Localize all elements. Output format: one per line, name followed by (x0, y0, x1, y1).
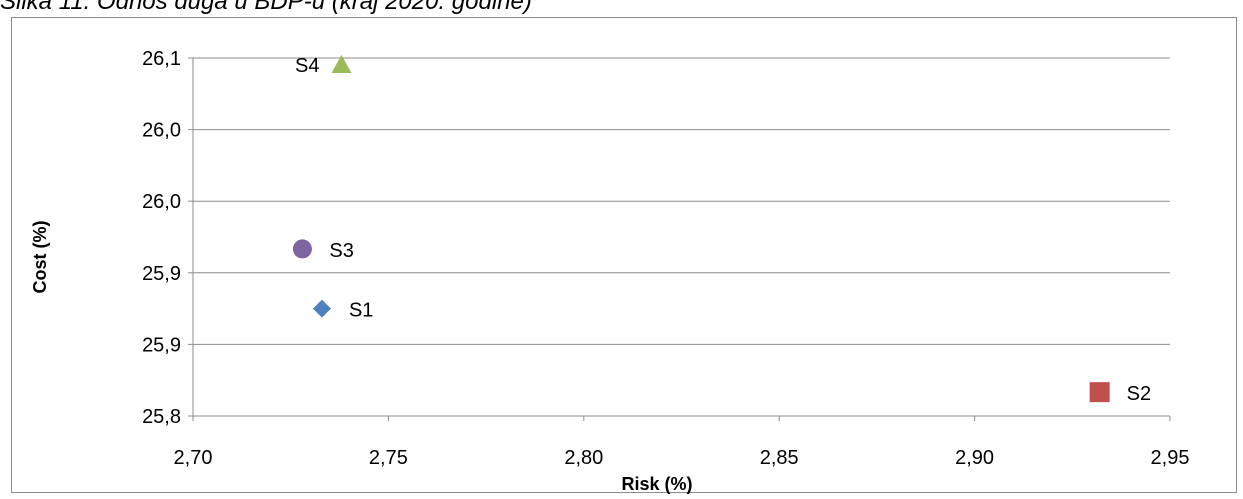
y-tick-label: 25,9 (142, 263, 181, 285)
y-tick-label: 25,8 (142, 406, 181, 428)
point-s4-marker (331, 54, 352, 73)
point-s1-label: S1 (349, 300, 373, 322)
point-s4-label: S4 (295, 55, 319, 77)
gridlines (188, 57, 1171, 421)
x-tick-label: 2,75 (369, 447, 408, 469)
x-tick-label: 2,90 (955, 447, 994, 469)
point-s2-marker (1089, 382, 1110, 403)
point-s3-label: S3 (329, 240, 353, 262)
x-tick-label: 2,70 (174, 447, 213, 469)
y-tick-label: 25,9 (142, 334, 181, 356)
x-tick-label: 2,80 (564, 447, 603, 469)
x-tick-labels: 2,70 2,75 2,80 2,85 2,90 2,95 (174, 447, 1190, 469)
data-points: S1 S2 S3 S4 (292, 54, 1151, 405)
figure-caption: Slika 11. Odnos duga u BDP-u (kraj 2020.… (0, 0, 532, 15)
x-axis-title: Risk (%) (621, 474, 692, 494)
point-s1-marker (312, 299, 331, 318)
point-s2-label: S2 (1127, 383, 1151, 405)
point-s3-marker (292, 239, 312, 259)
x-tick-label: 2,95 (1151, 447, 1190, 469)
chart-frame (11, 17, 1237, 493)
y-tick-label: 26,0 (142, 191, 181, 213)
x-tick-label: 2,85 (760, 447, 799, 469)
y-tick-label: 26,0 (142, 120, 181, 142)
y-tick-labels: 25,8 25,9 25,9 26,0 26,0 26,1 (142, 48, 181, 428)
y-tick-label: 26,1 (142, 48, 181, 70)
y-axis-title: Cost (%) (30, 221, 50, 294)
